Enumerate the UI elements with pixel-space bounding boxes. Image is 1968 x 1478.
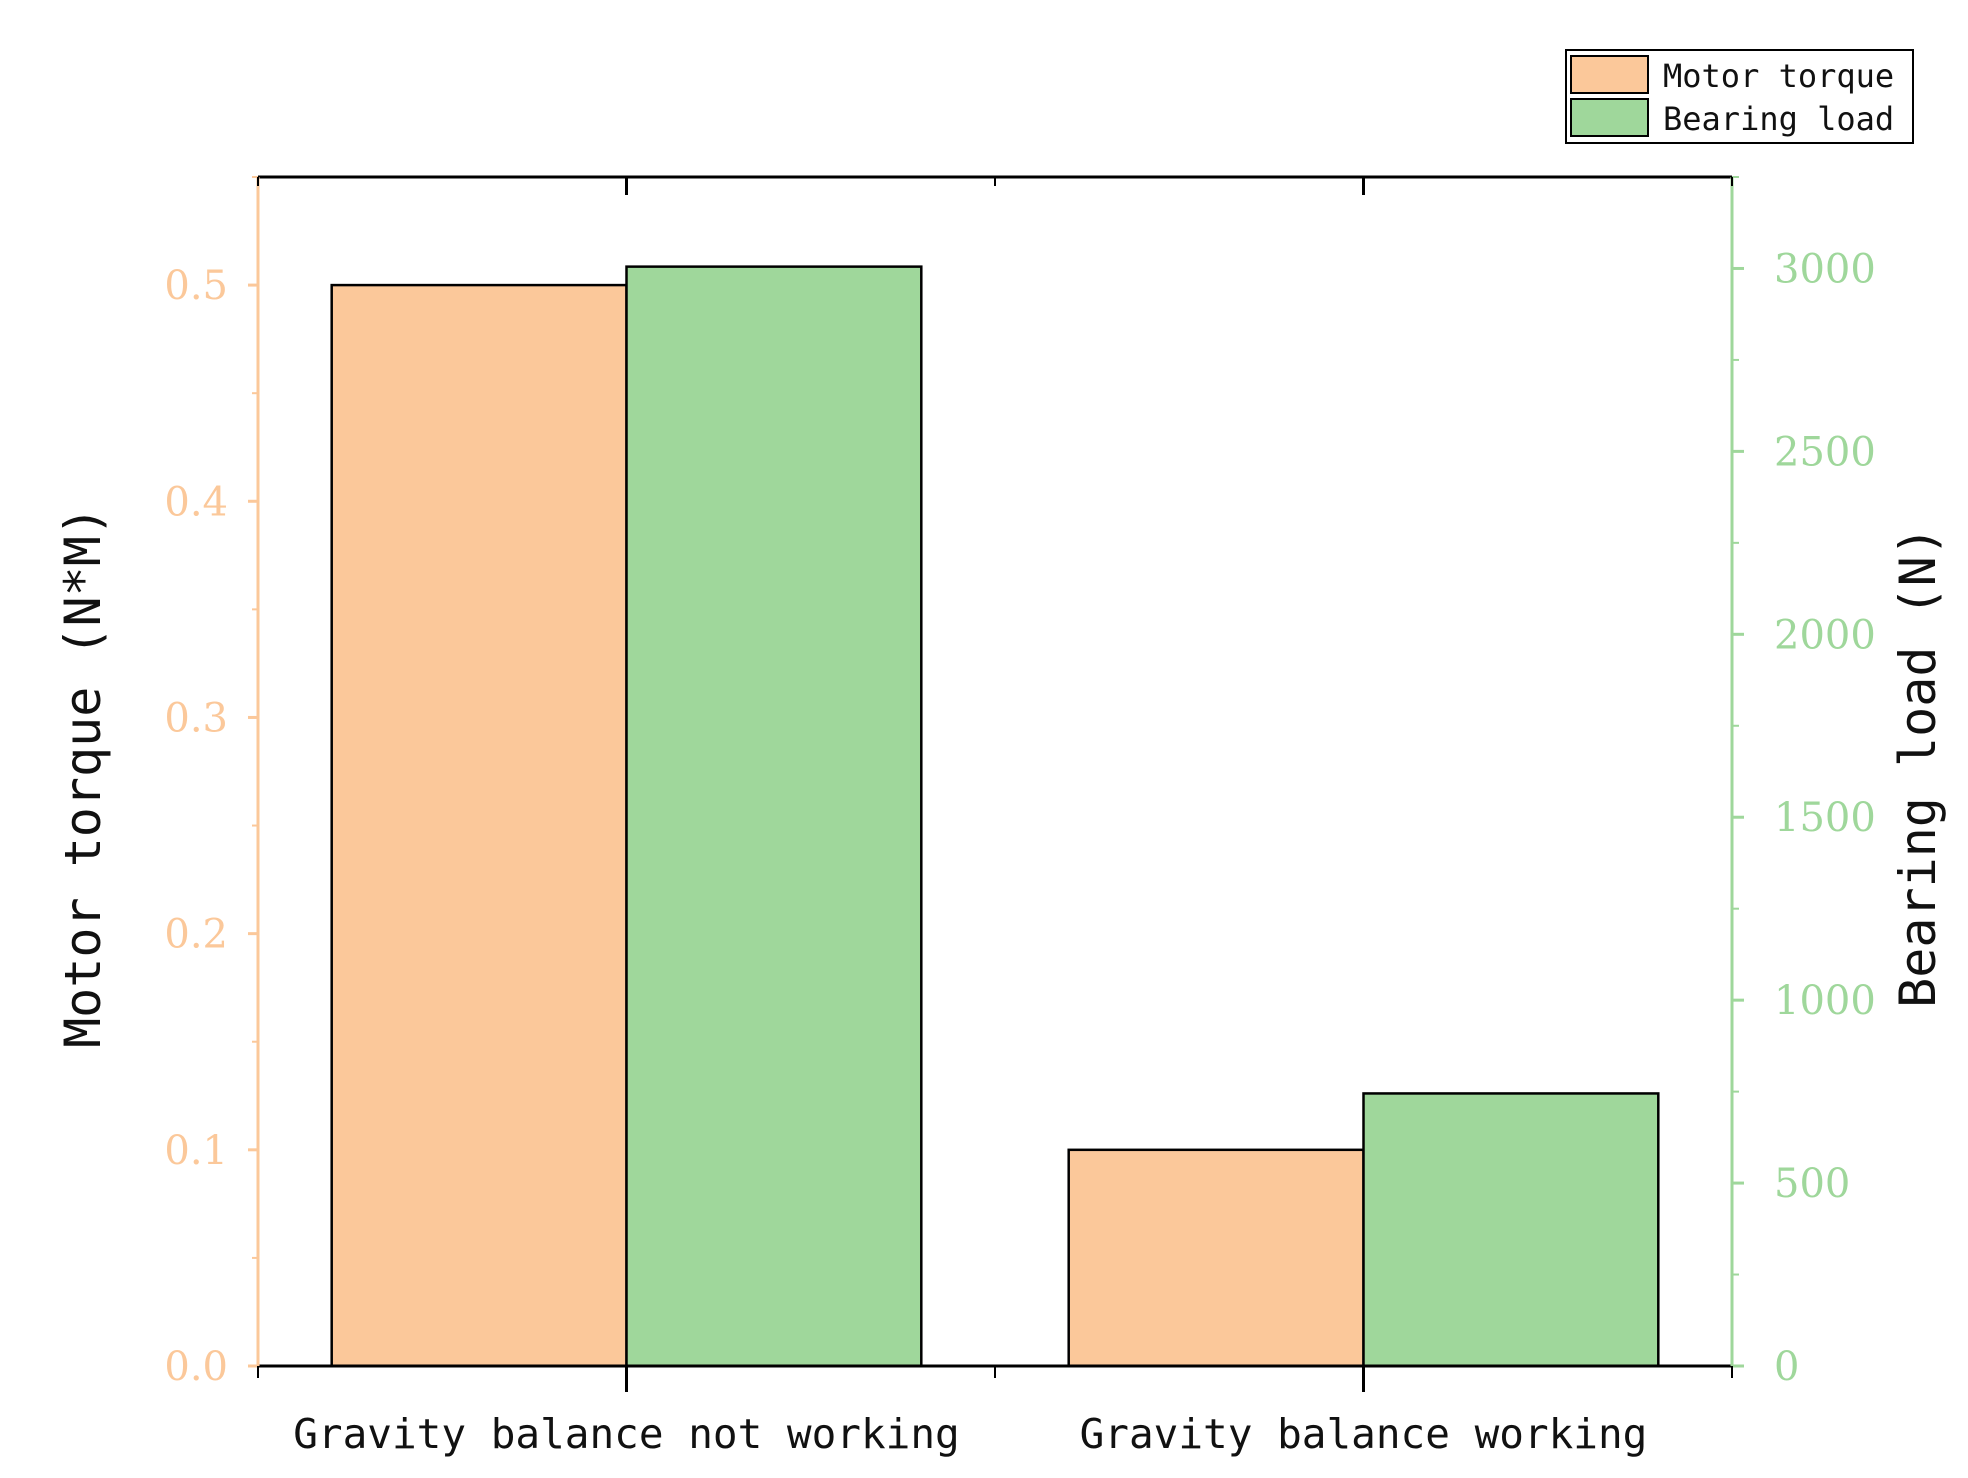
x-axis: Gravity balance not working Gravity balan… xyxy=(257,177,1733,1458)
x-category-label: Gravity balance working xyxy=(1080,1410,1648,1458)
left-axis: 0.0 0.1 0.2 0.3 0.4 0.5 xyxy=(164,176,258,1390)
left-tick-label: 0.5 xyxy=(164,263,228,309)
bar-motor-torque-2 xyxy=(1067,1148,1365,1368)
right-tick-label: 2500 xyxy=(1774,429,1876,475)
right-tick-label: 3000 xyxy=(1774,246,1876,292)
x-category-label: Gravity balance not working xyxy=(293,1410,959,1458)
right-axis: 0 500 1000 1500 2000 2500 3000 xyxy=(1732,176,1876,1390)
legend-label-bearing-load: Bearing load xyxy=(1663,100,1894,138)
right-tick-label: 0 xyxy=(1774,1344,1799,1390)
bar-bearing-load-1 xyxy=(625,265,923,1368)
right-tick-label: 2000 xyxy=(1774,612,1876,658)
right-tick-label: 500 xyxy=(1774,1161,1850,1207)
left-axis-title: Motor torque (N*M) xyxy=(54,506,112,1048)
bar-motor-torque-1 xyxy=(330,283,628,1368)
left-tick-label: 0.3 xyxy=(164,695,228,741)
legend-swatch-motor-torque xyxy=(1570,55,1649,94)
bar-bearing-load-2 xyxy=(1362,1092,1660,1368)
left-tick-label: 0.1 xyxy=(164,1128,228,1174)
left-tick-label: 0.0 xyxy=(164,1344,228,1390)
legend: Motor torque Bearing load xyxy=(1565,49,1914,144)
right-axis-title: Bearing load (N) xyxy=(1889,526,1947,1008)
legend-swatch-bearing-load xyxy=(1570,98,1649,137)
right-tick-label: 1000 xyxy=(1774,978,1876,1024)
right-tick-label: 1500 xyxy=(1774,795,1876,841)
legend-label-motor-torque: Motor torque xyxy=(1663,57,1894,95)
left-tick-label: 0.2 xyxy=(164,912,228,958)
left-tick-label: 0.4 xyxy=(164,479,228,525)
bars-layer xyxy=(330,265,1660,1368)
